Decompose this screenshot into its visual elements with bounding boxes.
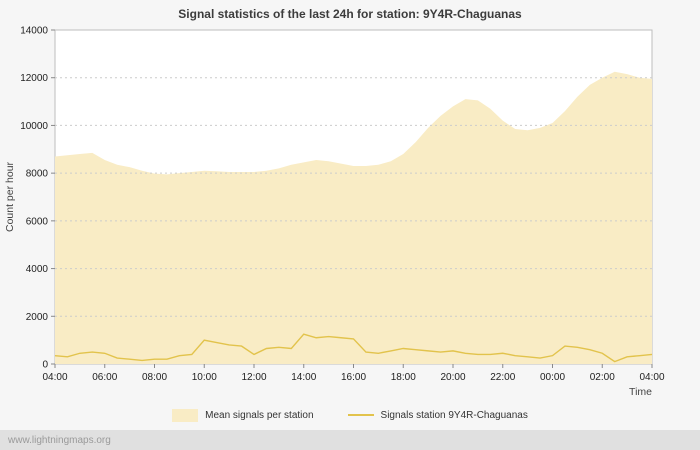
- y-axis-label: Count per hour: [4, 161, 16, 232]
- x-tick-label: 14:00: [291, 372, 316, 383]
- y-tick-label: 10000: [20, 121, 48, 132]
- legend-swatch-mean-signals: [172, 408, 199, 422]
- legend-swatch-station-signals: [347, 414, 374, 416]
- area-series-mean-signals: [55, 71, 652, 364]
- x-tick-label: 16:00: [341, 372, 366, 383]
- y-tick-label: 6000: [26, 216, 49, 227]
- legend: Mean signals per station Signals station…: [0, 400, 700, 430]
- chart-area: 0 2000 4000 6000 8000 10000 12000 14000 04:00 06:…: [0, 24, 700, 400]
- legend-item-mean-signals: Mean signals per station: [172, 408, 314, 422]
- x-axis-label: Time: [629, 386, 652, 398]
- x-tick-label: 10:00: [192, 372, 217, 383]
- legend-item-station-signals: Signals station 9Y4R-Chaguanas: [347, 409, 528, 421]
- x-tick-label: 04:00: [42, 372, 67, 383]
- signal-statistics-chart: 0 2000 4000 6000 8000 10000 12000 14000 04:00 06:…: [4, 26, 665, 399]
- y-tick-label: 4000: [26, 264, 49, 275]
- line-series-station-signals: [54, 333, 653, 363]
- y-tick-label: 2000: [26, 312, 49, 323]
- legend-label-station-signals: Signals station 9Y4R-Chaguanas: [380, 409, 528, 421]
- watermark-link[interactable]: www.lightningmaps.org: [8, 434, 111, 446]
- x-tick-label: 04:00: [639, 372, 664, 383]
- x-tick-label: 00:00: [540, 372, 565, 383]
- x-tick-label: 08:00: [142, 372, 167, 383]
- y-tick-label: 12000: [20, 73, 48, 84]
- x-tick-label: 06:00: [92, 372, 117, 383]
- y-tick-label: 8000: [26, 169, 49, 180]
- x-tick-label: 20:00: [440, 372, 465, 383]
- x-tick-label: 22:00: [490, 372, 515, 383]
- y-tick-label: 0: [42, 360, 48, 371]
- x-tick-label: 02:00: [590, 372, 615, 383]
- chart-title: Signal statistics of the last 24h for st…: [178, 7, 522, 21]
- footer-bar: www.lightningmaps.org: [0, 430, 700, 450]
- x-tick-label: 12:00: [241, 372, 266, 383]
- y-tick-label: 14000: [20, 26, 48, 37]
- legend-label-mean-signals: Mean signals per station: [205, 409, 314, 421]
- x-tick-label: 18:00: [391, 372, 416, 383]
